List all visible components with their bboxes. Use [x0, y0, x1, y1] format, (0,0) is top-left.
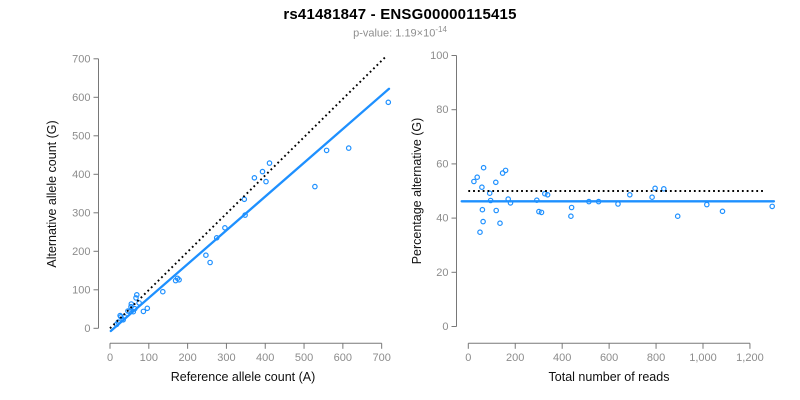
x-tick-label: 500 — [295, 352, 313, 364]
data-point — [133, 295, 139, 301]
x-tick-label: 200 — [506, 352, 524, 364]
y-tick-label: 0 — [84, 323, 90, 335]
x-tick-label: 0 — [465, 352, 471, 364]
data-point — [626, 192, 633, 198]
y-tick-label: 60 — [436, 158, 448, 170]
y-tick-label: 300 — [72, 207, 90, 219]
data-point — [568, 204, 575, 211]
x-tick-label: 300 — [217, 352, 235, 364]
data-point — [266, 160, 273, 166]
right-x-axis-title: Total number of reads — [549, 370, 670, 384]
x-tick-label: 700 — [372, 352, 390, 364]
right-y-axis: 0 20 40 60 80 100 — [430, 50, 457, 333]
data-point — [241, 196, 248, 203]
data-point — [312, 183, 318, 190]
y-tick-label: 0 — [442, 321, 448, 333]
pvalue-exponent: -14 — [435, 25, 447, 34]
x-tick-label: 600 — [600, 352, 618, 364]
data-point — [568, 213, 574, 220]
figure-subtitle: p-value: 1.19×10-14 — [0, 25, 800, 40]
data-point — [652, 185, 658, 192]
right-plot: 0 20 40 60 80 100 0 200 400 600 800 1,000 1,200 Total… — [410, 50, 776, 384]
data-point — [674, 213, 681, 220]
x-tick-label: 1,000 — [689, 352, 717, 364]
x-tick-label: 200 — [178, 352, 196, 364]
data-point — [499, 170, 506, 176]
data-point — [207, 259, 213, 266]
data-point — [538, 209, 545, 216]
left-x-axis-title: Reference allele count (A) — [171, 370, 316, 384]
figure-title: rs41481847 - ENSG00000115415 — [283, 6, 517, 23]
y-tick-label: 400 — [72, 169, 90, 181]
y-tick-label: 20 — [436, 267, 448, 279]
data-point — [615, 201, 621, 207]
right-points — [471, 164, 776, 236]
data-point — [345, 145, 352, 151]
left-y-axis-title: Alternative allele count (G) — [45, 120, 59, 267]
data-point — [474, 174, 481, 181]
data-point — [144, 305, 151, 312]
data-point — [719, 208, 726, 215]
data-point — [477, 229, 483, 236]
data-point — [769, 203, 776, 210]
data-point — [703, 201, 710, 208]
data-point — [649, 194, 655, 201]
data-point — [479, 206, 486, 213]
data-point — [263, 178, 269, 185]
y-tick-label: 600 — [72, 92, 90, 104]
data-point — [118, 313, 124, 320]
x-tick-label: 0 — [107, 352, 113, 364]
data-point — [480, 164, 487, 171]
data-point — [479, 184, 485, 191]
y-tick-label: 100 — [430, 50, 448, 62]
data-point — [493, 207, 500, 214]
y-tick-label: 40 — [436, 213, 448, 225]
left-y-axis: 0 100 200 300 400 500 600 700 — [72, 53, 99, 335]
x-tick-label: 800 — [647, 352, 665, 364]
data-point — [323, 147, 330, 154]
left-x-axis: 0 100 200 300 400 500 600 700 — [107, 342, 391, 364]
data-point — [486, 190, 493, 197]
data-point — [492, 179, 499, 186]
data-point — [251, 175, 258, 181]
data-point — [544, 192, 551, 198]
data-point — [203, 252, 209, 259]
y-tick-label: 200 — [72, 246, 90, 258]
data-point — [160, 288, 166, 295]
data-point — [541, 190, 548, 197]
data-point — [385, 99, 392, 106]
data-point — [497, 220, 503, 227]
data-point — [174, 275, 181, 282]
y-tick-label: 80 — [436, 104, 448, 116]
y-tick-label: 700 — [72, 53, 90, 65]
left-fit-line — [109, 87, 391, 333]
data-point — [471, 178, 477, 185]
x-tick-label: 400 — [256, 352, 274, 364]
data-point — [502, 167, 509, 174]
data-point — [134, 291, 140, 298]
x-tick-label: 600 — [334, 352, 352, 364]
data-point — [222, 225, 228, 231]
y-tick-label: 100 — [72, 284, 90, 296]
y-tick-label: 500 — [72, 130, 90, 142]
right-x-axis: 0 200 400 600 800 1,000 1,200 — [465, 342, 764, 364]
x-tick-label: 1,200 — [736, 352, 764, 364]
pvalue-text: p-value: 1.19×10 — [353, 27, 436, 40]
left-plot: 0 100 200 300 400 500 600 700 0 100 200 300 400 500 60… — [45, 53, 392, 384]
data-point — [480, 218, 486, 225]
data-point — [259, 168, 266, 175]
data-point — [660, 186, 667, 192]
x-tick-label: 100 — [140, 352, 158, 364]
right-y-axis-title: Percentage alternative (G) — [410, 118, 424, 265]
data-point — [536, 208, 542, 215]
data-point — [140, 308, 147, 315]
left-identity-line — [109, 55, 388, 329]
x-tick-label: 400 — [553, 352, 571, 364]
